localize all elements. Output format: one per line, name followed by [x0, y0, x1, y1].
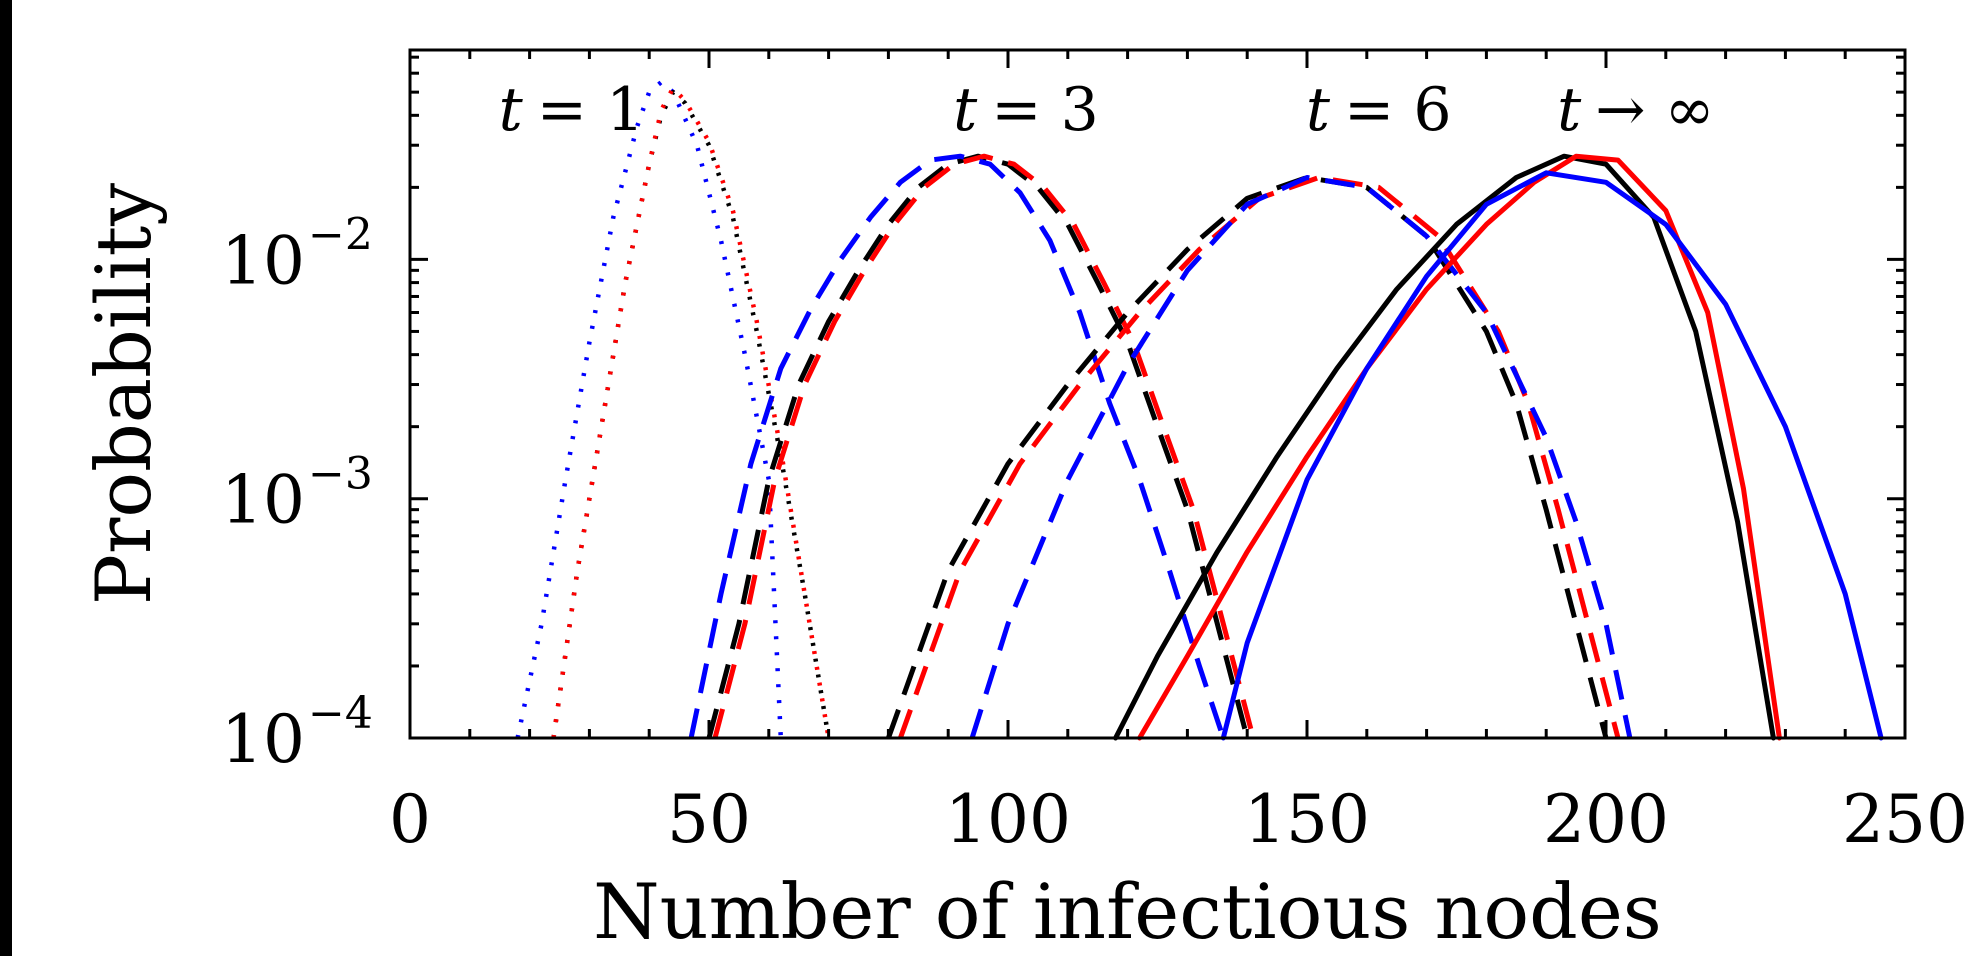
y-tick-exponent: −2 — [308, 209, 373, 260]
series-line-dashed-blue-5 — [688, 153, 1226, 739]
time-annotation: t = 1 — [499, 75, 645, 145]
annotation-variable: t — [1557, 75, 1582, 145]
series-line-dotted-blue-0 — [515, 79, 784, 739]
time-annotations: t = 1 t = 3 t = 6 t → ∞ — [499, 75, 1715, 145]
x-tick-label: 0 — [389, 781, 431, 858]
left-edge-bar — [0, 0, 12, 956]
y-tick-base: 10 — [221, 222, 305, 299]
x-tick-label: 100 — [945, 781, 1071, 858]
plot-frame — [408, 48, 1907, 740]
time-annotation: t → ∞ — [1557, 75, 1714, 145]
time-annotation: t = 3 — [953, 75, 1099, 145]
series-line-solid-blue-11 — [1220, 170, 1884, 741]
y-tick-label: 10 −4 — [221, 688, 373, 778]
annotation-variable: t — [953, 75, 978, 145]
axes-frame — [408, 48, 1907, 740]
x-tick-label: 150 — [1244, 781, 1370, 858]
x-tick-label: 50 — [667, 781, 751, 858]
series-line-dashed-red-4 — [712, 153, 1256, 739]
annotation-relation: = 3 — [991, 75, 1099, 145]
y-tick-base: 10 — [221, 701, 305, 778]
annotation-variable: t — [499, 75, 524, 145]
y-tick-exponent: −4 — [308, 688, 373, 739]
time-annotation: t = 6 — [1306, 75, 1452, 145]
y-axis-title: Probability — [79, 183, 168, 605]
series-line-dashed-red-7 — [898, 175, 1621, 739]
annotation-relation: = 6 — [1344, 75, 1452, 145]
series-line-dashed-black-3 — [706, 153, 1250, 739]
annotation-variable: t — [1306, 75, 1331, 145]
x-tick-label: 250 — [1842, 781, 1968, 858]
y-tick-label: 10 −2 — [221, 209, 373, 299]
series-layer — [515, 79, 1884, 741]
y-tick-base: 10 — [221, 462, 305, 539]
series-line-dashed-blue-8 — [969, 175, 1633, 739]
series-line-solid-red-10 — [1137, 153, 1782, 741]
annotation-relation: = 1 — [537, 75, 645, 145]
y-tick-label: 10 −3 — [221, 449, 373, 539]
series-line-dashed-black-6 — [886, 175, 1609, 739]
annotation-relation: → ∞ — [1595, 75, 1714, 145]
series-line-solid-black-9 — [1113, 153, 1776, 741]
y-tick-exponent: −3 — [308, 449, 373, 500]
axis-ticks — [408, 50, 1907, 740]
x-axis-title: Number of infectious nodes — [593, 867, 1662, 956]
x-tick-label: 200 — [1543, 781, 1669, 858]
